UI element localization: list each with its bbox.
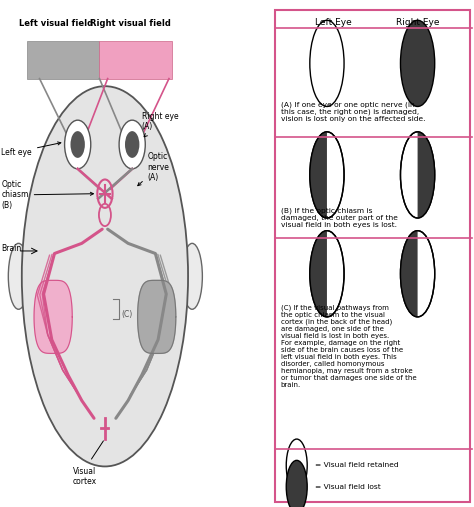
Ellipse shape [22, 86, 188, 466]
Circle shape [401, 20, 435, 106]
Circle shape [310, 20, 344, 106]
Text: Right visual field: Right visual field [91, 19, 171, 28]
Ellipse shape [9, 243, 29, 309]
Circle shape [310, 231, 344, 317]
Text: Optic
nerve
(A): Optic nerve (A) [138, 152, 169, 186]
Circle shape [401, 132, 435, 218]
Circle shape [119, 120, 145, 169]
Text: Right eye
(A): Right eye (A) [142, 112, 178, 137]
Circle shape [125, 131, 139, 158]
Polygon shape [34, 280, 72, 353]
Circle shape [310, 132, 344, 218]
Wedge shape [310, 132, 327, 218]
Text: Visual
cortex: Visual cortex [73, 467, 97, 486]
Circle shape [401, 231, 435, 317]
Text: Right Eye: Right Eye [396, 18, 439, 27]
Text: (B) If the optic chiasm is
damaged, the outer part of the
visual field in both e: (B) If the optic chiasm is damaged, the … [281, 208, 398, 228]
Text: Brain: Brain [1, 244, 22, 253]
Bar [100, 41, 172, 79]
Wedge shape [401, 231, 418, 317]
Wedge shape [310, 231, 327, 317]
Circle shape [286, 460, 307, 507]
FancyBboxPatch shape [274, 10, 470, 502]
Circle shape [64, 120, 91, 169]
Text: = Visual field lost: = Visual field lost [315, 484, 381, 490]
Text: (C): (C) [121, 310, 133, 319]
Text: = Visual field retained: = Visual field retained [315, 462, 399, 468]
Text: (C) If the visual pathways from
the optic chiasm to the visual
cortex (in the ba: (C) If the visual pathways from the opti… [281, 304, 416, 388]
Bar [27, 41, 100, 79]
Polygon shape [137, 280, 176, 353]
Circle shape [286, 439, 307, 492]
Text: Left eye: Left eye [1, 142, 61, 157]
Text: Optic
chiasm
(B): Optic chiasm (B) [1, 180, 93, 210]
Text: (A) If one eye or one optic nerve (in
this case, the right one) is damaged,
visi: (A) If one eye or one optic nerve (in th… [281, 101, 425, 122]
Circle shape [71, 131, 85, 158]
Text: Left visual field: Left visual field [19, 19, 93, 28]
Ellipse shape [182, 243, 202, 309]
Wedge shape [418, 132, 435, 218]
Text: Left Eye: Left Eye [315, 18, 351, 27]
